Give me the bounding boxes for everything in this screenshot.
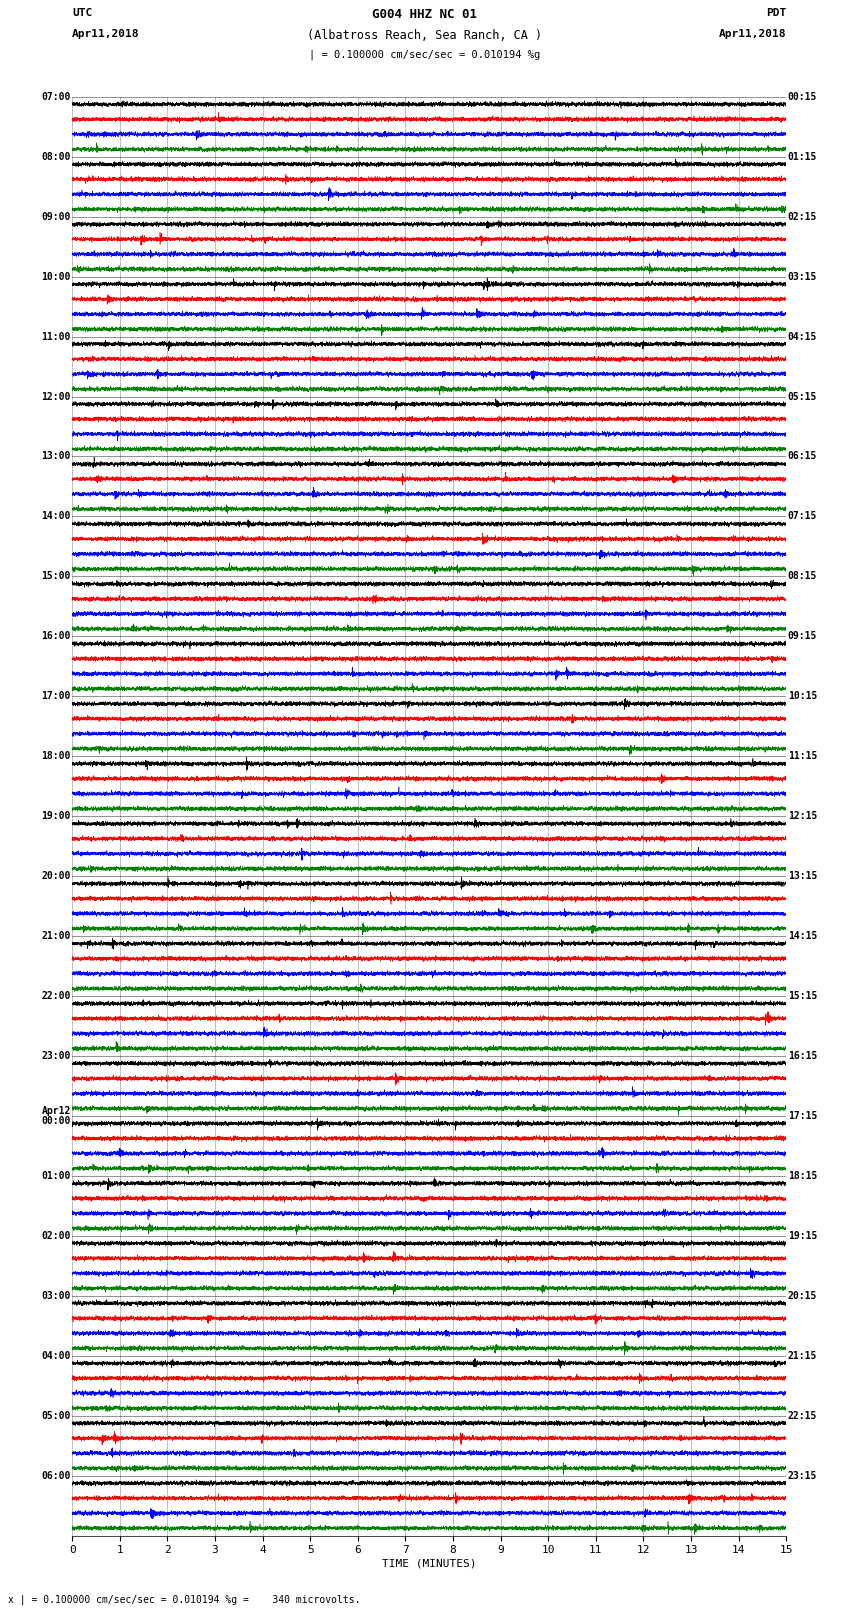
Text: 21:15: 21:15 <box>788 1350 817 1361</box>
Text: 20:00: 20:00 <box>42 871 71 881</box>
Text: 02:15: 02:15 <box>788 211 817 221</box>
Text: 23:00: 23:00 <box>42 1052 71 1061</box>
Text: 08:15: 08:15 <box>788 571 817 581</box>
Text: PDT: PDT <box>766 8 786 18</box>
Text: Apr12
00:00: Apr12 00:00 <box>42 1105 71 1126</box>
Text: 10:00: 10:00 <box>42 271 71 282</box>
Text: 02:00: 02:00 <box>42 1231 71 1240</box>
Text: 17:15: 17:15 <box>788 1111 817 1121</box>
Text: G004 HHZ NC 01: G004 HHZ NC 01 <box>372 8 478 21</box>
Text: UTC: UTC <box>72 8 93 18</box>
Text: 17:00: 17:00 <box>42 692 71 702</box>
Text: 03:00: 03:00 <box>42 1290 71 1300</box>
Text: (Albatross Reach, Sea Ranch, CA ): (Albatross Reach, Sea Ranch, CA ) <box>308 29 542 42</box>
Text: 05:00: 05:00 <box>42 1411 71 1421</box>
Text: 13:00: 13:00 <box>42 452 71 461</box>
Text: 00:15: 00:15 <box>788 92 817 102</box>
Text: 22:00: 22:00 <box>42 990 71 1002</box>
Text: 12:00: 12:00 <box>42 392 71 402</box>
Text: 07:15: 07:15 <box>788 511 817 521</box>
Text: 23:15: 23:15 <box>788 1471 817 1481</box>
Text: 15:15: 15:15 <box>788 990 817 1002</box>
Text: 04:00: 04:00 <box>42 1350 71 1361</box>
Text: x | = 0.100000 cm/sec/sec = 0.010194 %g =    340 microvolts.: x | = 0.100000 cm/sec/sec = 0.010194 %g … <box>8 1594 361 1605</box>
Text: Apr11,2018: Apr11,2018 <box>72 29 139 39</box>
Text: 03:15: 03:15 <box>788 271 817 282</box>
Text: 08:00: 08:00 <box>42 152 71 161</box>
Text: 09:00: 09:00 <box>42 211 71 221</box>
Text: 16:00: 16:00 <box>42 631 71 642</box>
Text: 11:15: 11:15 <box>788 752 817 761</box>
Text: 07:00: 07:00 <box>42 92 71 102</box>
Text: 12:15: 12:15 <box>788 811 817 821</box>
Text: 06:15: 06:15 <box>788 452 817 461</box>
Text: 09:15: 09:15 <box>788 631 817 642</box>
Text: 15:00: 15:00 <box>42 571 71 581</box>
Text: 05:15: 05:15 <box>788 392 817 402</box>
Text: Apr11,2018: Apr11,2018 <box>719 29 786 39</box>
Text: 04:15: 04:15 <box>788 332 817 342</box>
X-axis label: TIME (MINUTES): TIME (MINUTES) <box>382 1558 477 1568</box>
Text: 01:15: 01:15 <box>788 152 817 161</box>
Text: 19:15: 19:15 <box>788 1231 817 1240</box>
Text: 18:15: 18:15 <box>788 1171 817 1181</box>
Text: 18:00: 18:00 <box>42 752 71 761</box>
Text: 16:15: 16:15 <box>788 1052 817 1061</box>
Text: 19:00: 19:00 <box>42 811 71 821</box>
Text: 11:00: 11:00 <box>42 332 71 342</box>
Text: 20:15: 20:15 <box>788 1290 817 1300</box>
Text: 06:00: 06:00 <box>42 1471 71 1481</box>
Text: 22:15: 22:15 <box>788 1411 817 1421</box>
Text: 01:00: 01:00 <box>42 1171 71 1181</box>
Text: 10:15: 10:15 <box>788 692 817 702</box>
Text: 14:00: 14:00 <box>42 511 71 521</box>
Text: 13:15: 13:15 <box>788 871 817 881</box>
Text: 14:15: 14:15 <box>788 931 817 940</box>
Text: | = 0.100000 cm/sec/sec = 0.010194 %g: | = 0.100000 cm/sec/sec = 0.010194 %g <box>309 50 541 60</box>
Text: 21:00: 21:00 <box>42 931 71 940</box>
